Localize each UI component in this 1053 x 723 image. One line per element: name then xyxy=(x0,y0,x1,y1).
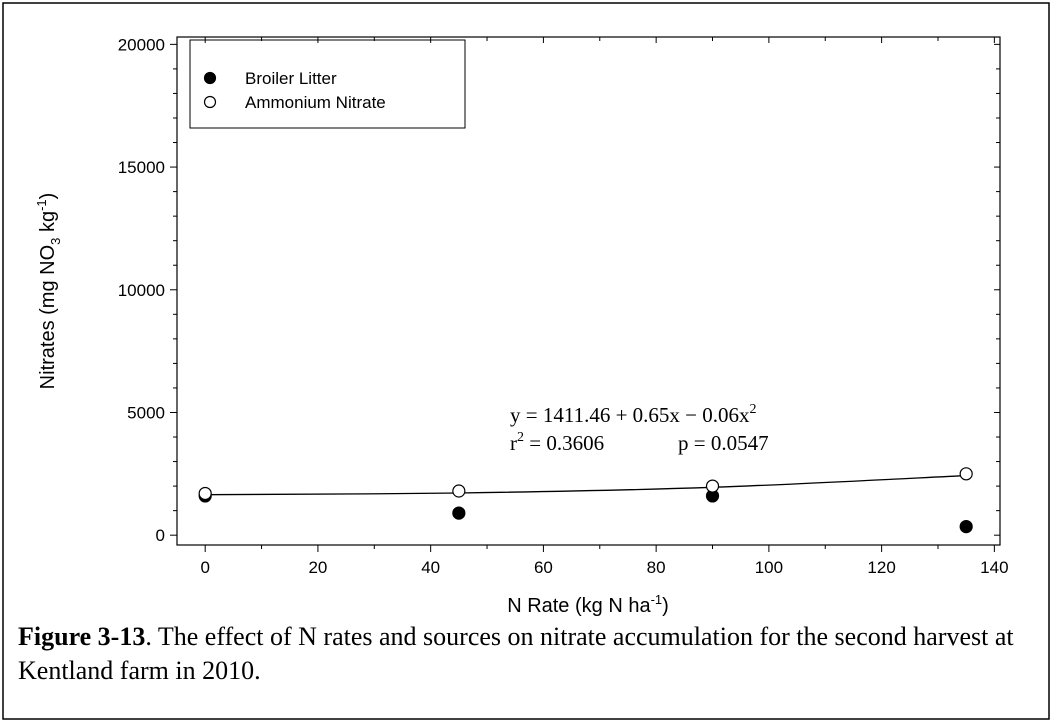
fit-curve xyxy=(205,474,967,496)
data-point xyxy=(452,484,466,498)
y-tick-label: 0 xyxy=(156,526,165,545)
legend-label: Broiler Litter xyxy=(245,69,337,88)
legend-box xyxy=(189,39,466,129)
legend-marker xyxy=(203,71,217,85)
y-tick-label: 15000 xyxy=(118,158,165,177)
legend-label: Ammonium Nitrate xyxy=(245,93,386,112)
y-axis-label: Nitrates (mg NO3 kg-1) xyxy=(34,193,63,390)
caption-label: Figure 3-13 xyxy=(18,622,146,651)
y-tick-label: 10000 xyxy=(118,281,165,300)
data-point xyxy=(452,506,466,520)
x-tick-label: 20 xyxy=(308,558,327,577)
legend-marker xyxy=(203,95,217,109)
x-tick-label: 120 xyxy=(867,558,895,577)
data-point xyxy=(959,519,973,534)
data-point xyxy=(959,467,973,481)
x-tick-label: 140 xyxy=(980,558,1008,577)
x-axis-label: N Rate (kg N ha-1) xyxy=(507,592,669,617)
plot-frame xyxy=(176,36,1001,546)
p-value: p = 0.0547 xyxy=(678,431,769,455)
x-tick-label: 40 xyxy=(421,558,440,577)
r-squared: r2 = 0.3606 xyxy=(510,430,604,455)
x-tick-label: 60 xyxy=(534,558,553,577)
data-point xyxy=(705,479,720,493)
y-tick-label: 5000 xyxy=(127,403,165,422)
y-tick-label: 20000 xyxy=(118,35,165,54)
caption-text: . The effect of N rates and sources on n… xyxy=(18,622,1014,685)
x-tick-label: 80 xyxy=(647,558,666,577)
caption: Figure 3-13. The effect of N rates and s… xyxy=(18,620,1038,688)
x-tick-label: 0 xyxy=(200,558,209,577)
equation: y = 1411.46 + 0.65x − 0.06x2 xyxy=(510,402,757,427)
data-point xyxy=(198,486,212,501)
x-tick-label: 100 xyxy=(755,558,783,577)
